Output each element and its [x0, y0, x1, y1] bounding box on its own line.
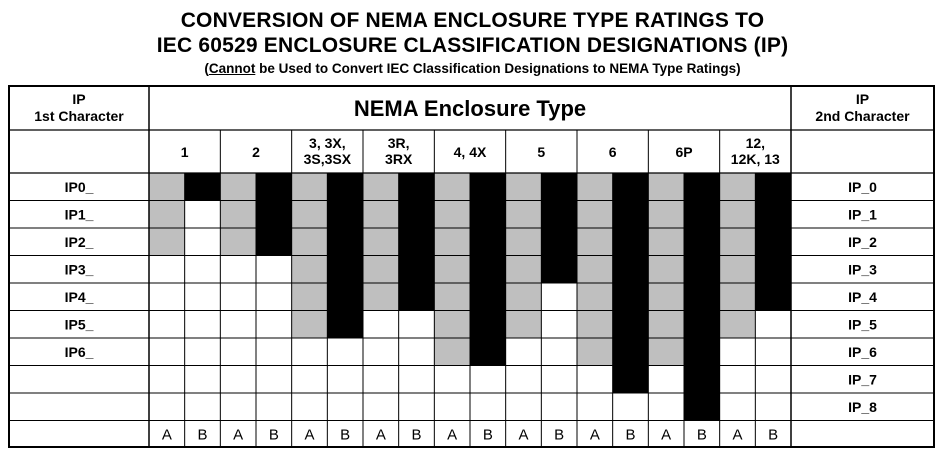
ab-label-4: A: [304, 427, 314, 444]
ab-label-14: A: [661, 427, 671, 444]
ab-label-15: B: [697, 427, 707, 444]
ab-label-12: A: [590, 427, 600, 444]
nema-type-2: 2: [252, 144, 260, 160]
nema-type-9-line-2: 12K, 13: [731, 151, 780, 167]
subtitle-rest: be Used to Convert IEC Classification De…: [255, 61, 741, 76]
nema-type-9-line-1: 12,: [746, 135, 765, 151]
coverage-fill-2-b: [256, 173, 292, 256]
coverage-fill-9-b: [755, 173, 791, 311]
ip-second-7: IP_7: [848, 372, 877, 388]
ab-label-17: B: [768, 427, 778, 444]
title-line-2: IEC 60529 ENCLOSURE CLASSIFICATION DESIG…: [156, 34, 789, 57]
ip-first-3: IP3_: [65, 262, 94, 278]
ip-first-6: IP6_: [65, 344, 94, 360]
coverage-fill-8-b: [684, 173, 720, 421]
nema-type-5: 4, 4X: [454, 144, 487, 160]
right-header-ip: IP: [856, 91, 869, 107]
ip-first-1: IP1_: [65, 207, 94, 223]
nema-type-8: 6P: [675, 144, 692, 160]
coverage-fill-1-a: [149, 173, 185, 256]
ab-label-6: A: [376, 427, 386, 444]
ab-label-7: B: [411, 427, 421, 444]
ip-first-4: IP4_: [65, 289, 94, 305]
ip-second-0: IP_0: [848, 179, 877, 195]
nema-type-4-line-2: 3RX: [385, 151, 413, 167]
subtitle: (Cannot be Used to Convert IEC Classific…: [0, 61, 945, 77]
coverage-fill-7-a: [577, 173, 613, 366]
left-header-ip: IP: [72, 91, 85, 107]
ip-second-8: IP_8: [848, 399, 877, 415]
ab-label-5: B: [340, 427, 350, 444]
nema-type-4-line-1: 3R,: [388, 135, 410, 151]
ip-second-3: IP_3: [848, 262, 877, 278]
coverage-fill-2-a: [220, 173, 256, 256]
ab-label-10: A: [518, 427, 528, 444]
nema-type-1: 1: [181, 144, 189, 160]
coverage-fill-4-a: [363, 173, 399, 311]
ip-second-4: IP_4: [848, 289, 877, 305]
ip-second-5: IP_5: [848, 317, 877, 333]
left-header-1st-character: 1st Character: [34, 108, 124, 124]
title-line-1: CONVERSION OF NEMA ENCLOSURE TYPE RATING…: [180, 9, 765, 32]
ab-label-11: B: [554, 427, 564, 444]
ip-second-6: IP_6: [848, 344, 877, 360]
coverage-fill-4-b: [398, 173, 435, 311]
nema-type-7: 6: [609, 144, 617, 160]
ab-label-13: B: [625, 427, 635, 444]
nema-type-3-line-1: 3, 3X,: [309, 135, 346, 151]
ip-second-2: IP_2: [848, 234, 877, 250]
ab-label-2: A: [233, 427, 243, 444]
coverage-fill-5-b: [470, 173, 506, 366]
ab-label-1: B: [197, 427, 207, 444]
subtitle-cannot: Cannot: [208, 61, 256, 76]
subtitle-open: (: [204, 61, 209, 76]
ab-label-9: B: [483, 427, 493, 444]
nema-type-3-line-2: 3S,3SX: [304, 151, 352, 167]
ip-first-0: IP0_: [65, 179, 94, 195]
ip-second-1: IP_1: [848, 207, 877, 223]
right-header-2nd-character: 2nd Character: [815, 108, 910, 124]
table-border: [8, 85, 935, 448]
coverage-fill-5-a: [434, 173, 470, 366]
ab-label-8: A: [447, 427, 457, 444]
ab-label-3: B: [269, 427, 279, 444]
coverage-fill-8-a: [648, 173, 684, 366]
nema-type-6: 5: [537, 144, 545, 160]
ip-first-2: IP2_: [65, 234, 94, 250]
ip-first-5: IP5_: [65, 317, 94, 333]
ab-label-0: A: [162, 427, 172, 444]
nema-enclosure-type-header: NEMA Enclosure Type: [354, 96, 586, 121]
ab-label-16: A: [732, 427, 742, 444]
coverage-fill-1-b: [184, 173, 221, 201]
